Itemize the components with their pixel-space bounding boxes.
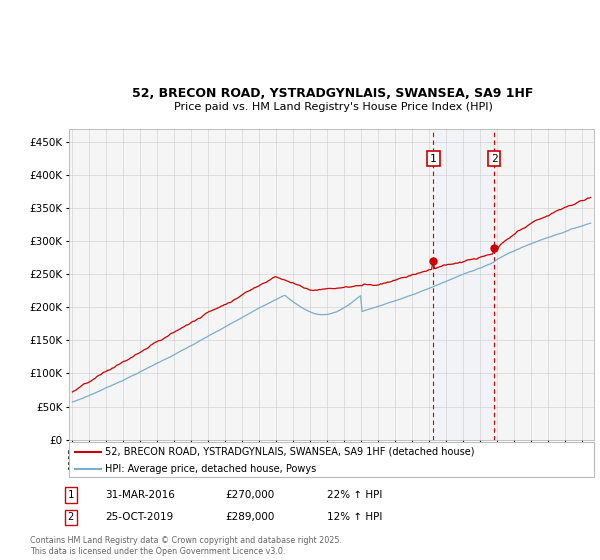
Text: Price paid vs. HM Land Registry's House Price Index (HPI): Price paid vs. HM Land Registry's House … (173, 102, 493, 112)
Text: 31-MAR-2016: 31-MAR-2016 (105, 490, 175, 500)
Text: 52, BRECON ROAD, YSTRADGYNLAIS, SWANSEA, SA9 1HF (detached house): 52, BRECON ROAD, YSTRADGYNLAIS, SWANSEA,… (105, 447, 474, 457)
Text: 52, BRECON ROAD, YSTRADGYNLAIS, SWANSEA, SA9 1HF: 52, BRECON ROAD, YSTRADGYNLAIS, SWANSEA,… (133, 87, 533, 100)
Text: £289,000: £289,000 (225, 512, 274, 522)
Text: 1: 1 (430, 153, 437, 164)
Text: £270,000: £270,000 (225, 490, 274, 500)
Text: 2: 2 (68, 512, 74, 522)
Text: 22% ↑ HPI: 22% ↑ HPI (327, 490, 382, 500)
Text: 2: 2 (491, 153, 497, 164)
Text: HPI: Average price, detached house, Powys: HPI: Average price, detached house, Powy… (105, 464, 316, 474)
Text: Contains HM Land Registry data © Crown copyright and database right 2025.
This d: Contains HM Land Registry data © Crown c… (30, 536, 342, 556)
Text: 1: 1 (68, 490, 74, 500)
Text: 25-OCT-2019: 25-OCT-2019 (105, 512, 173, 522)
Text: 12% ↑ HPI: 12% ↑ HPI (327, 512, 382, 522)
